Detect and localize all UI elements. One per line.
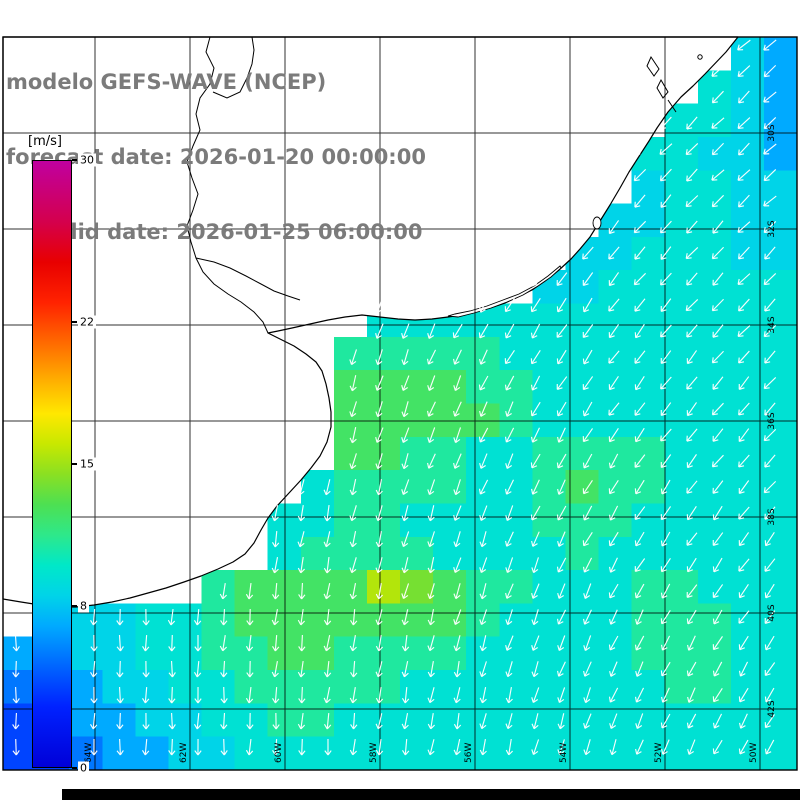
wave-height-field [3, 37, 798, 771]
colorbar-tick-label: 30 [78, 153, 96, 167]
island [646, 55, 660, 77]
colorbar-tick-label: 15 [78, 457, 96, 471]
svg-text:60W: 60W [274, 743, 284, 763]
svg-text:50W: 50W [749, 743, 759, 763]
svg-text:42S: 42S [767, 700, 777, 717]
wind-arrows-layer [12, 39, 777, 756]
coastal-lagoon [447, 265, 562, 318]
land-coastline [2, 36, 739, 608]
colorbar-tick-mark [72, 604, 77, 607]
svg-text:52W: 52W [654, 743, 664, 763]
bottom-scrollbar[interactable] [62, 789, 800, 800]
latitude-labels: 30S 32S 34S 36S 38S 40S 42S [767, 124, 777, 717]
svg-text:38S: 38S [767, 508, 777, 525]
small-lagoon [592, 216, 602, 230]
colorbar-tick-label: 8 [78, 599, 89, 613]
colorbar-tick-mark [72, 463, 77, 465]
model-name: modelo GEFS-WAVE (NCEP) [6, 70, 327, 94]
colorbar-tick-label: 22 [78, 315, 96, 329]
svg-text:58W: 58W [369, 743, 379, 763]
figure-title: modelo GEFS-WAVE (NCEP) forecast date: 2… [6, 20, 426, 295]
colorbar-tick-mark [72, 321, 77, 324]
svg-text:40S: 40S [767, 604, 777, 621]
svg-text:32S: 32S [767, 220, 777, 237]
svg-text:62W: 62W [179, 743, 189, 763]
svg-text:54W: 54W [559, 743, 569, 763]
islet-line [667, 99, 677, 113]
colorbar-tick-mark [72, 767, 77, 769]
colorbar-gradient [32, 160, 72, 768]
country-borders-rivers [186, 36, 703, 334]
longitude-labels: 64W 62W 60W 58W 56W 54W 52W 50W [84, 743, 759, 763]
svg-text:64W: 64W [84, 743, 94, 763]
colorbar-tick-label: 0 [78, 761, 89, 775]
graticule [3, 37, 797, 770]
svg-text:34S: 34S [767, 316, 777, 333]
colorbar: [m/s] 30 22 15 8 0 [26, 134, 96, 775]
colorbar-unit-label: [m/s] [26, 134, 64, 149]
svg-text:36S: 36S [767, 412, 777, 429]
colorbar-tick-mark [72, 159, 77, 161]
islet [697, 54, 703, 60]
map-frame-border [2, 36, 798, 771]
svg-text:56W: 56W [464, 743, 474, 763]
svg-text:30S: 30S [767, 124, 777, 141]
